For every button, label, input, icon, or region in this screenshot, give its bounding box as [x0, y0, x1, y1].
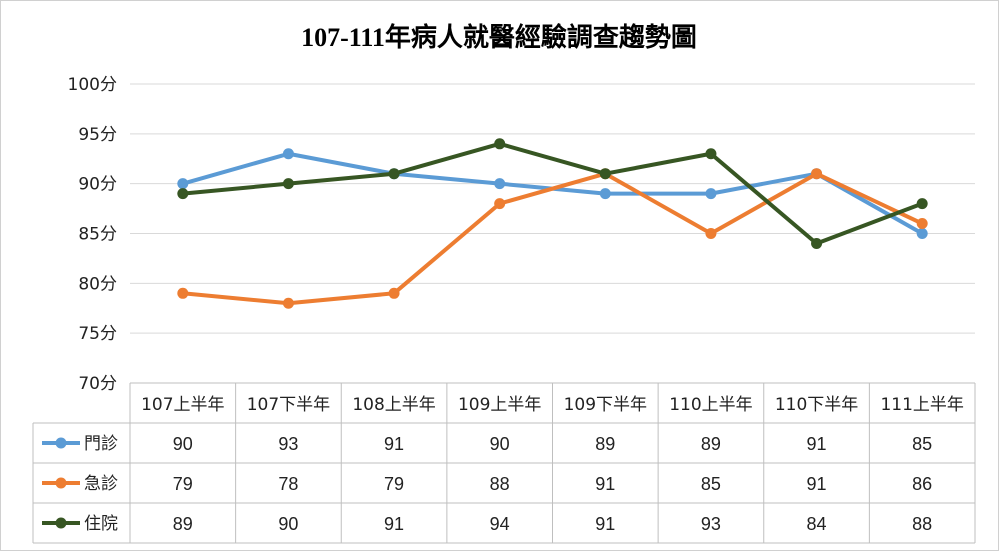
y-tick-label: 100分: [68, 75, 117, 95]
table-cell-value: 91: [807, 474, 827, 494]
table-cell-value: 91: [807, 434, 827, 454]
data-point: [916, 198, 928, 210]
data-point: [916, 218, 928, 230]
data-point: [599, 168, 611, 180]
table-cell-value: 91: [384, 434, 404, 454]
series-name: 急診: [84, 474, 118, 494]
series-line: [182, 141, 923, 246]
y-tick-label: 75分: [78, 324, 117, 344]
table-cell-value: 89: [595, 434, 615, 454]
table-cell-value: 79: [384, 474, 404, 494]
legend-marker: [55, 437, 67, 449]
y-tick-label: 70分: [78, 374, 117, 394]
category-label: 107上半年: [141, 395, 224, 415]
table-cell-value: 93: [701, 514, 721, 534]
data-point: [177, 178, 189, 190]
data-table: 107上半年 107下半年 108上半年 109上半年 109下半年 110上半年 110下…: [32, 382, 976, 544]
category-label: 108上半年: [352, 395, 435, 415]
y-axis-ticks: 70分 75分 80分 85分 90分 95分 100分: [68, 75, 117, 394]
table-cell-value: 93: [278, 434, 298, 454]
table-cell-value: 91: [595, 514, 615, 534]
table-cell-value: 79: [173, 474, 193, 494]
table-cell-value: 85: [912, 434, 932, 454]
y-tick-label: 80分: [78, 274, 117, 294]
table-cell-value: 89: [173, 514, 193, 534]
category-label: 109下半年: [564, 395, 647, 415]
data-point: [282, 178, 294, 190]
y-tick-label: 90分: [78, 175, 117, 195]
data-point: [916, 228, 928, 239]
y-tick-label: 85分: [78, 225, 117, 245]
data-point: [705, 148, 717, 160]
category-label: 107下半年: [247, 395, 330, 415]
table-cell-value: 90: [173, 434, 193, 454]
category-label: 111上半年: [880, 395, 963, 415]
table-cell-value: 85: [701, 474, 721, 494]
data-point: [177, 287, 189, 299]
data-point: [705, 188, 717, 200]
table-cell-value: 84: [807, 514, 827, 534]
legend-marker: [55, 477, 67, 489]
data-point: [705, 228, 717, 239]
data-point: [388, 168, 400, 180]
table-cell-value: 88: [490, 474, 510, 494]
data-point: [811, 168, 823, 180]
category-label: 109上半年: [458, 395, 541, 415]
table-cell-value: 91: [384, 514, 404, 534]
table-cell-value: 78: [278, 474, 298, 494]
data-point: [282, 148, 294, 160]
table-cell-value: 91: [595, 474, 615, 494]
series-name: 門診: [84, 434, 118, 454]
chart-title: 107-111年病人就醫經驗調查趨勢圖: [301, 22, 697, 52]
table-cell-value: 88: [912, 514, 932, 534]
data-point: [494, 178, 506, 190]
data-point: [494, 198, 506, 210]
y-tick-label: 95分: [78, 125, 117, 145]
data-point: [177, 188, 189, 200]
legend-marker: [55, 517, 67, 529]
table-cell-value: 94: [490, 514, 510, 534]
data-point: [282, 297, 294, 309]
table-cell-value: 90: [490, 434, 510, 454]
table-cell-value: 90: [278, 514, 298, 534]
series-line: [182, 171, 924, 306]
category-label: 110下半年: [775, 395, 858, 415]
table-cell-value: 86: [912, 474, 932, 494]
table-cell-value: 89: [701, 434, 721, 454]
data-point: [599, 188, 611, 200]
series-lines: [177, 138, 928, 309]
category-label: 110上半年: [669, 395, 752, 415]
data-point: [811, 237, 823, 249]
data-point: [494, 138, 506, 150]
series-name: 住院: [84, 514, 118, 534]
data-point: [388, 287, 400, 299]
